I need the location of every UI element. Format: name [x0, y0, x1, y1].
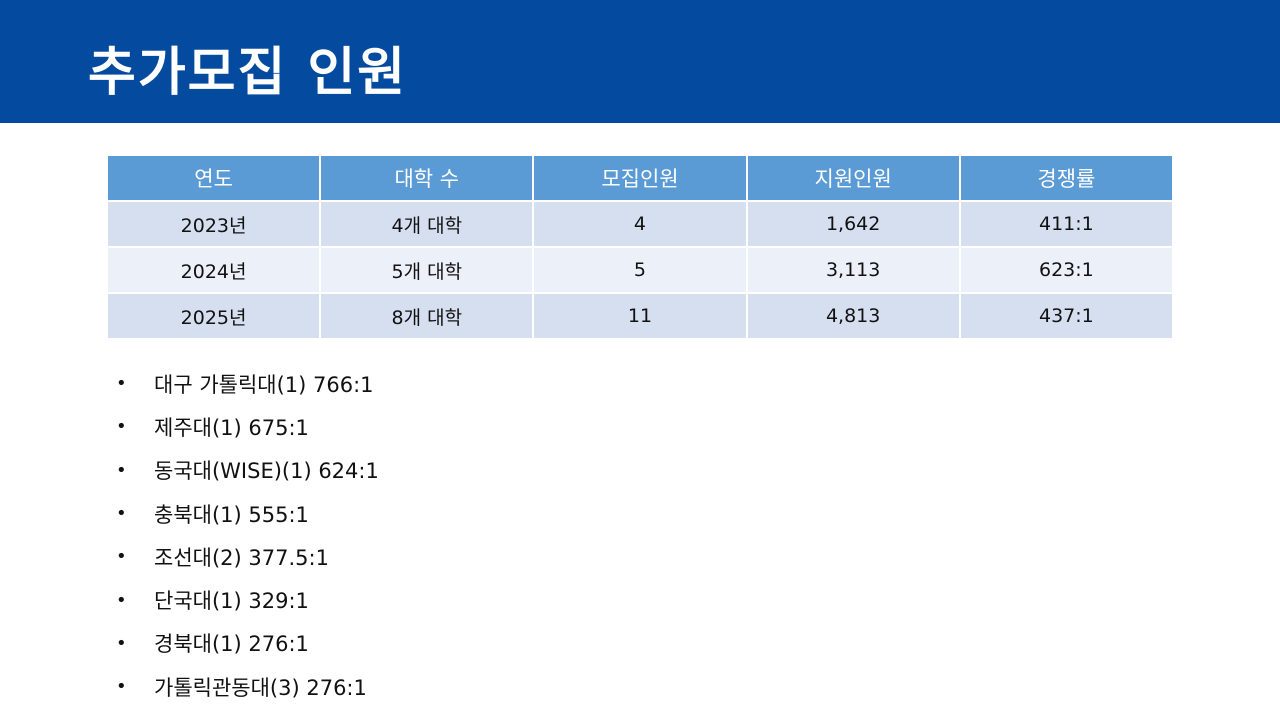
cell-competition-ratio: 411:1: [958, 200, 1175, 248]
cell-applicants: 3,113: [745, 246, 961, 294]
bullet-icon: •: [116, 676, 127, 698]
bullet-icon: •: [116, 416, 127, 438]
bullet-icon: •: [116, 373, 127, 395]
column-header-applicants: 지원인원: [745, 154, 961, 202]
list-item: • 제주대(1) 675:1: [116, 405, 379, 448]
list-item-text: 가톨릭관동대(3) 276:1: [154, 675, 367, 700]
page-title: 추가모집 인원: [88, 43, 408, 103]
list-item: • 동국대(WISE)(1) 624:1: [116, 449, 379, 492]
cell-year: 2025년: [105, 292, 322, 340]
bullet-icon: •: [116, 503, 127, 525]
cell-year: 2024년: [105, 246, 322, 294]
list-item: • 조선대(2) 377.5:1: [116, 535, 379, 578]
list-item-text: 대구 가톨릭대(1) 766:1: [154, 372, 374, 397]
cell-university-count: 8개 대학: [319, 292, 535, 340]
list-item: • 경북대(1) 276:1: [116, 622, 379, 665]
cell-university-count: 5개 대학: [319, 246, 535, 294]
stats-table: 연도 대학 수 모집인원 지원인원 경쟁률 2023년 4개 대학 4 1,64…: [105, 154, 1175, 340]
cell-applicants: 1,642: [745, 200, 961, 248]
cell-competition-ratio: 437:1: [958, 292, 1175, 340]
cell-recruited: 4: [532, 200, 748, 248]
list-item-text: 단국대(1) 329:1: [154, 589, 309, 614]
cell-recruited: 5: [532, 246, 748, 294]
table-row: 2024년 5개 대학 5 3,113 623:1: [105, 246, 1175, 294]
column-header-university-count: 대학 수: [319, 154, 535, 202]
column-header-year: 연도: [105, 154, 322, 202]
list-item: • 충북대(1) 555:1: [116, 492, 379, 535]
list-item: • 가톨릭관동대(3) 276:1: [116, 665, 379, 708]
bullet-icon: •: [116, 459, 127, 481]
list-item-text: 조선대(2) 377.5:1: [154, 545, 329, 570]
bullet-icon: •: [116, 632, 127, 654]
list-item: • 단국대(1) 329:1: [116, 578, 379, 621]
cell-competition-ratio: 623:1: [958, 246, 1175, 294]
column-header-recruited: 모집인원: [532, 154, 748, 202]
column-header-competition-ratio: 경쟁률: [958, 154, 1175, 202]
cell-year: 2023년: [105, 200, 322, 248]
list-item: • 대구 가톨릭대(1) 766:1: [116, 362, 379, 405]
cell-recruited: 11: [532, 292, 748, 340]
table-header-row: 연도 대학 수 모집인원 지원인원 경쟁률: [105, 154, 1175, 202]
bullet-icon: •: [116, 589, 127, 611]
table-row: 2023년 4개 대학 4 1,642 411:1: [105, 200, 1175, 248]
cell-applicants: 4,813: [745, 292, 961, 340]
list-item-text: 충북대(1) 555:1: [154, 502, 309, 527]
list-item-text: 동국대(WISE)(1) 624:1: [154, 459, 379, 484]
table-row: 2025년 8개 대학 11 4,813 437:1: [105, 292, 1175, 340]
header-band: 추가모집 인원: [0, 0, 1280, 123]
list-item-text: 제주대(1) 675:1: [154, 415, 309, 440]
university-ratio-list: • 대구 가톨릭대(1) 766:1 • 제주대(1) 675:1 • 동국대(…: [116, 362, 379, 708]
list-item-text: 경북대(1) 276:1: [154, 632, 309, 657]
bullet-icon: •: [116, 546, 127, 568]
cell-university-count: 4개 대학: [319, 200, 535, 248]
